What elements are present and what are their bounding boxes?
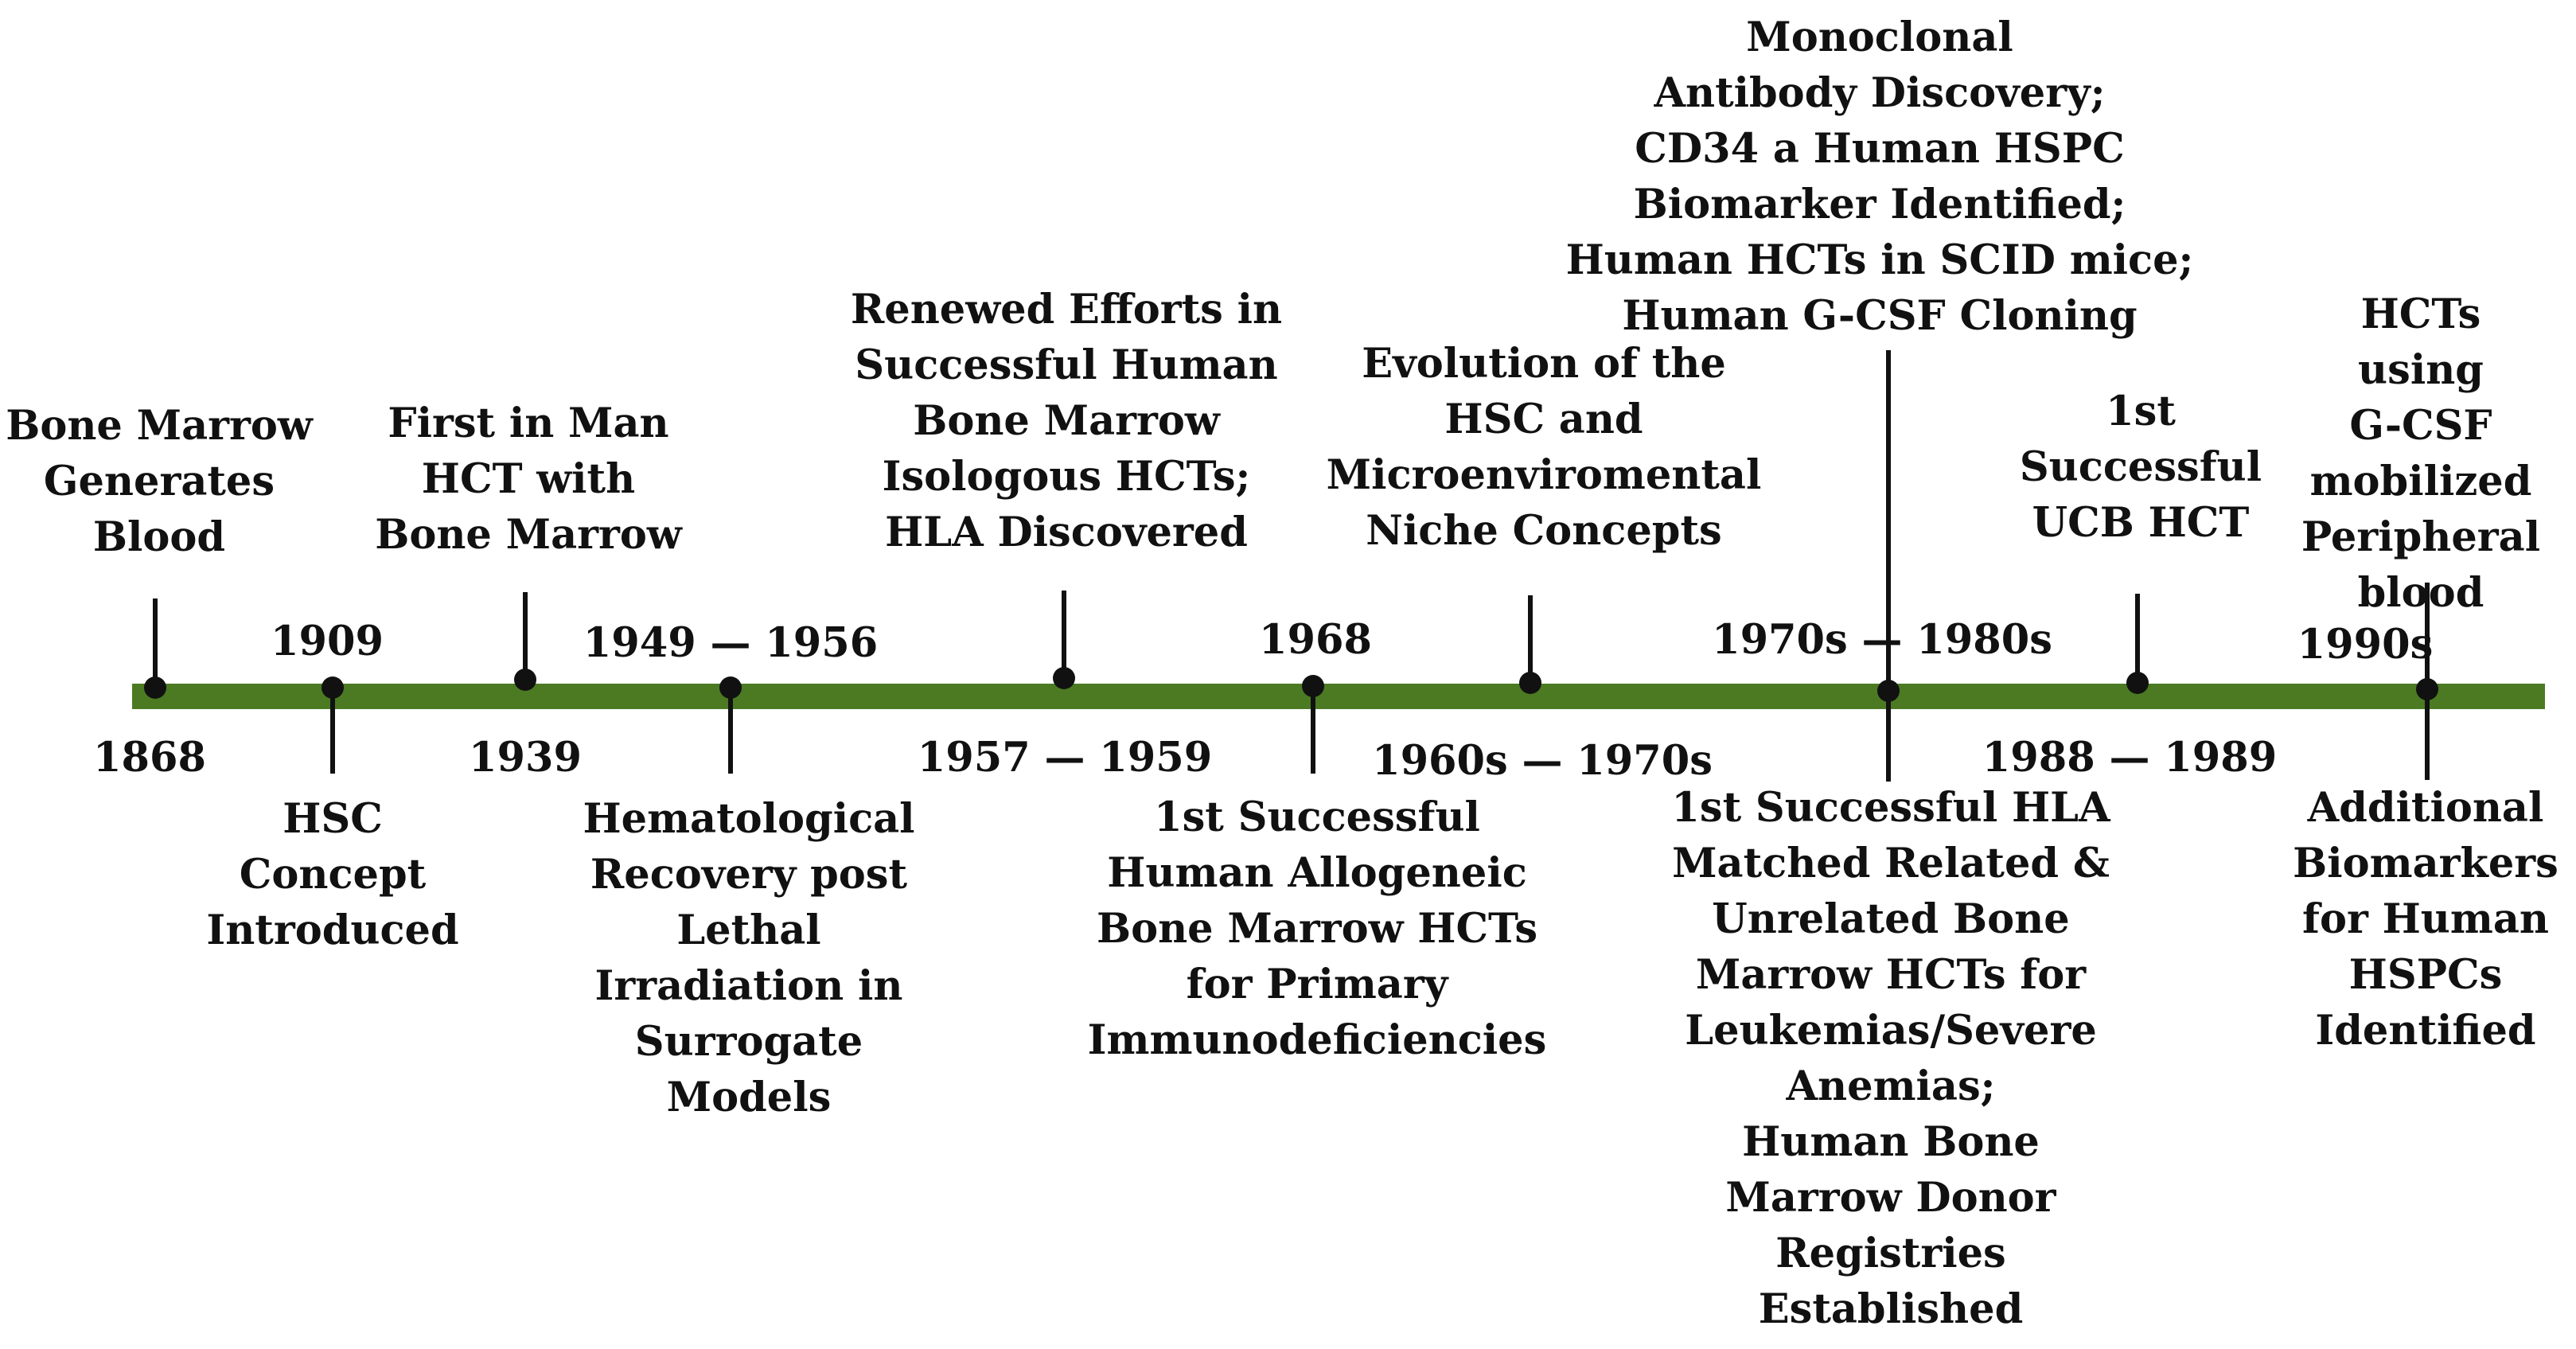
- event-1957-1959-description: Renewed Efforts in Successful Human Bone…: [850, 286, 1283, 556]
- event-1988-1989-marker: [2126, 672, 2149, 694]
- event-1970s-1980s-description-above: Monoclonal Antibody Discovery; CD34 a Hu…: [1565, 14, 2194, 340]
- event-1988-1989-date: 1988 — 1989: [1982, 734, 2278, 782]
- event-1960s-1970s-stem: [1528, 595, 1533, 683]
- event-1939-marker: [514, 669, 536, 691]
- event-1909-date: 1909: [271, 618, 384, 665]
- event-1868-date: 1868: [93, 734, 206, 782]
- event-1909-marker: [322, 676, 344, 699]
- event-1949-1956-marker: [719, 676, 742, 699]
- event-1990s-marker: [2416, 678, 2438, 700]
- event-1960s-1970s-marker: [1519, 672, 1541, 694]
- event-1909-stem: [330, 688, 335, 774]
- event-1939-description: First in Man HCT with Bone Marrow: [375, 400, 682, 559]
- event-1988-1989-stem: [2135, 594, 2140, 683]
- event-1968-stem: [1311, 686, 1315, 774]
- event-1970s-1980s-date: 1970s — 1980s: [1712, 616, 2052, 664]
- event-1968-date: 1968: [1259, 616, 1372, 664]
- event-1939-date: 1939: [469, 734, 582, 782]
- event-1990s-description-below: Additional Biomarkers for Human HSPCs Id…: [2293, 784, 2558, 1055]
- event-1957-1959-date: 1957 — 1959: [917, 734, 1213, 782]
- event-1949-1956-description: Hematological Recovery post Lethal Irrad…: [583, 795, 915, 1121]
- timeline-axis-bar: [132, 684, 2545, 709]
- event-1990s-date: 1990s: [2297, 621, 2434, 669]
- event-1909-description: HSC Concept Introduced: [206, 795, 459, 954]
- event-1939-stem: [523, 592, 528, 680]
- event-1968-description: 1st Successful Human Allogeneic Bone Mar…: [1087, 793, 1547, 1064]
- event-1957-1959-stem: [1062, 591, 1066, 678]
- event-1960s-1970s-description: Evolution of the HSC and Microenviroment…: [1326, 340, 1762, 555]
- event-1957-1959-marker: [1053, 667, 1075, 689]
- event-1949-1956-stem: [728, 688, 733, 774]
- event-1868-description: Bone Marrow Generates Blood: [6, 402, 313, 561]
- event-1970s-1980s-marker: [1877, 680, 1900, 702]
- event-1949-1956-date: 1949 — 1956: [583, 619, 879, 667]
- event-1968-marker: [1302, 675, 1324, 697]
- event-1990s-description-above: HCTs using G-CSF mobilized Peripheral bl…: [2301, 290, 2541, 617]
- event-1970s-1980s-description-below: 1st Successful HLA Matched Related & Unr…: [1671, 784, 2110, 1333]
- event-1960s-1970s-date: 1960s — 1970s: [1372, 737, 1713, 785]
- event-1988-1989-description: 1st Successful UCB HCT: [2019, 388, 2262, 547]
- event-1868-stem: [153, 598, 158, 688]
- event-1868-marker: [144, 676, 166, 699]
- event-1970s-1980s-stem: [1886, 350, 1891, 782]
